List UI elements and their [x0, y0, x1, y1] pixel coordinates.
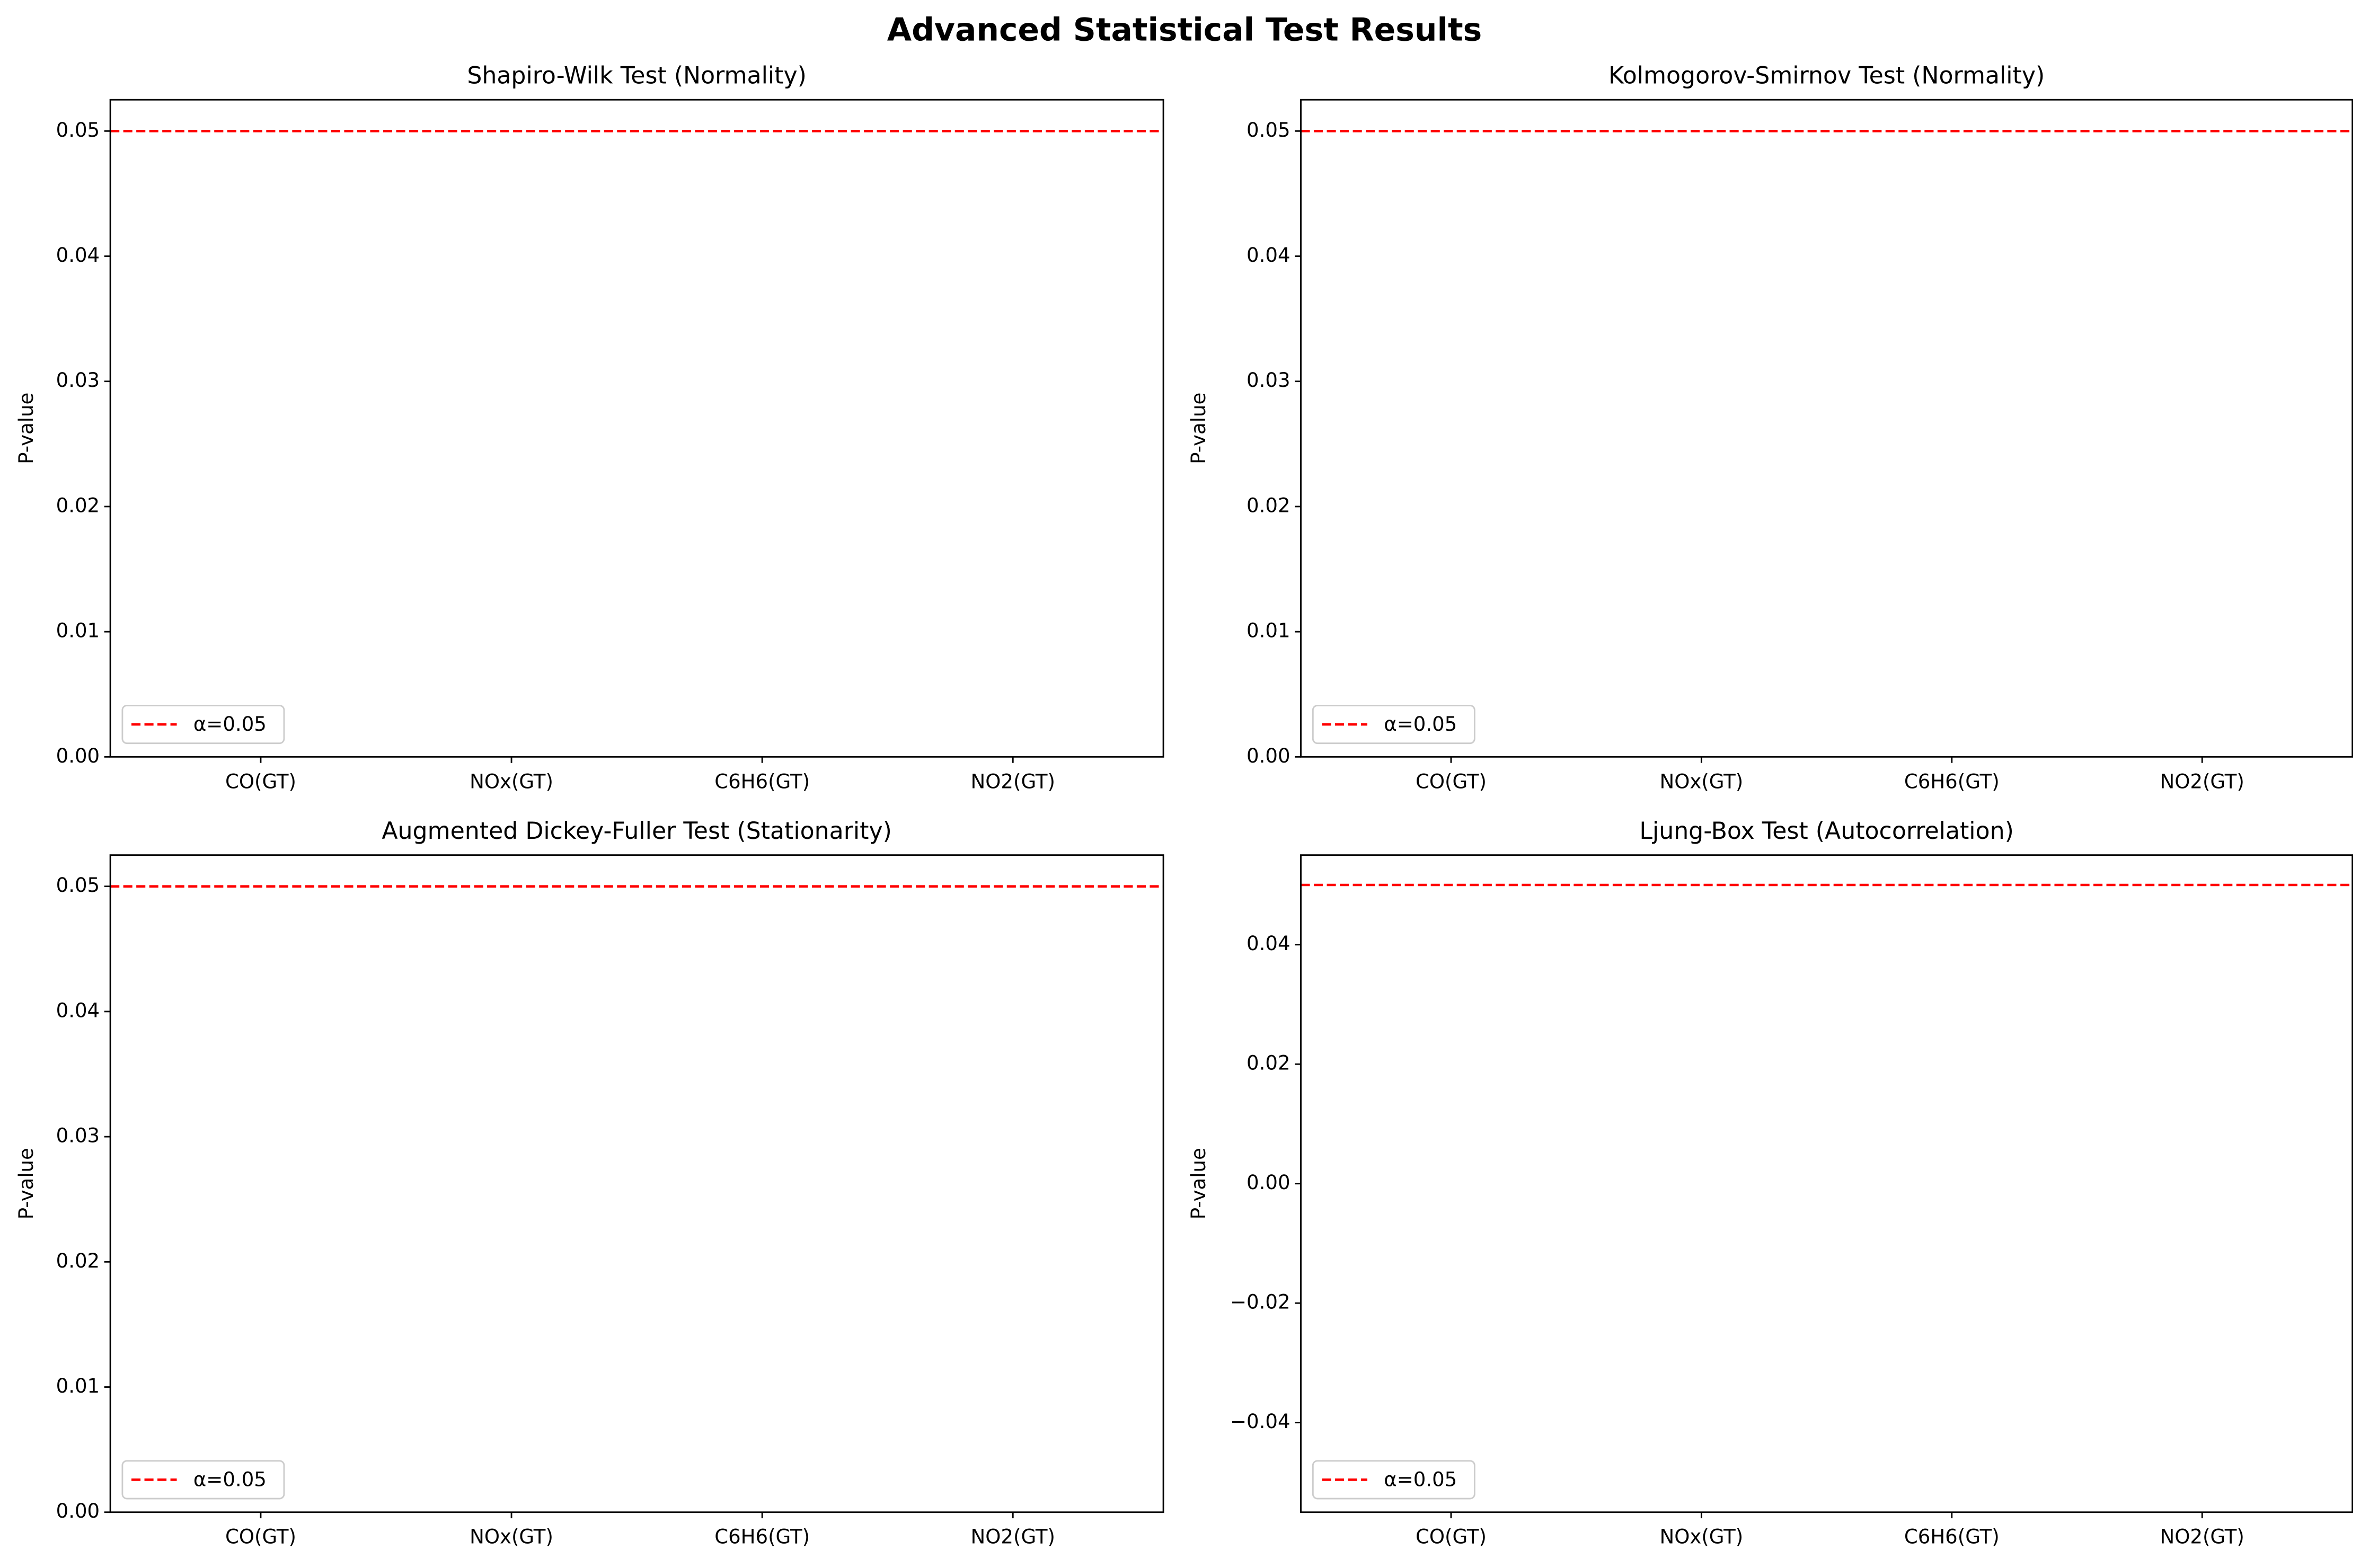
y-tick-label: 0.00	[56, 1500, 100, 1522]
subplot: CO(GT) NOx(GT) C6H6(GT) NO2(GT) −0.04 −0.02 0.…	[1187, 818, 2354, 1548]
axes-frame	[109, 99, 1164, 758]
y-tick-label: −0.02	[1230, 1291, 1290, 1314]
y-axis-label: P-value	[1187, 393, 1210, 464]
x-tick-label: NO2(GT)	[971, 770, 1055, 793]
legend-label: α=0.05	[1384, 1468, 1457, 1491]
x-tick-label: C6H6(GT)	[1904, 1526, 2000, 1548]
figure-title: Advanced Statistical Test Results	[887, 12, 1482, 49]
y-tick-label: −0.04	[1230, 1410, 1290, 1433]
x-tick-label: C6H6(GT)	[1904, 770, 2000, 793]
legend-box	[121, 1460, 285, 1500]
y-axis-label: P-value	[1187, 1148, 1210, 1219]
y-tick-label: 0.03	[1247, 369, 1290, 392]
legend-box	[1312, 1460, 1475, 1500]
y-tick-label: 0.02	[1247, 1052, 1290, 1075]
y-tick-label: 0.02	[56, 1250, 100, 1272]
y-tick-label: 0.03	[56, 1124, 100, 1147]
x-tick-label: CO(GT)	[1416, 1526, 1487, 1548]
x-tick-label: NOx(GT)	[1660, 770, 1744, 793]
subplot: CO(GT) NOx(GT) C6H6(GT) NO2(GT) 0.00 0.01 0.02…	[1187, 62, 2354, 793]
x-tick-label: CO(GT)	[225, 1526, 296, 1548]
y-tick-label: 0.04	[1247, 932, 1290, 955]
y-tick-label: 0.01	[1247, 619, 1290, 642]
x-tick-label: NO2(GT)	[2160, 770, 2244, 793]
x-tick-label: NOx(GT)	[1660, 1526, 1744, 1548]
axes-frame	[1300, 854, 2354, 1513]
y-axis-label: P-value	[15, 1148, 38, 1219]
y-tick-label: 0.05	[56, 119, 100, 141]
x-tick-label: C6H6(GT)	[714, 1526, 810, 1548]
y-axis-label: P-value	[15, 393, 38, 464]
y-tick-label: 0.00	[1247, 745, 1290, 767]
x-tick-label: NOx(GT)	[470, 770, 553, 793]
legend-label: α=0.05	[193, 1468, 267, 1491]
axes-frame	[109, 854, 1164, 1513]
subplot-title: Ljung-Box Test (Autocorrelation)	[1639, 818, 2014, 845]
x-tick-label: NOx(GT)	[470, 1526, 553, 1548]
y-tick-label: 0.01	[56, 619, 100, 642]
y-tick-label: 0.00	[1247, 1171, 1290, 1194]
y-tick-label: 0.01	[56, 1375, 100, 1397]
y-tick-label: 0.05	[56, 874, 100, 897]
legend-label: α=0.05	[1384, 713, 1457, 736]
y-tick-label: 0.04	[56, 999, 100, 1022]
legend-box	[121, 704, 285, 745]
y-tick-label: 0.05	[1247, 119, 1290, 141]
x-tick-label: CO(GT)	[225, 770, 296, 793]
x-tick-label: NO2(GT)	[2160, 1526, 2244, 1548]
legend-label: α=0.05	[193, 713, 267, 736]
y-tick-label: 0.02	[1247, 494, 1290, 517]
x-tick-label: NO2(GT)	[971, 1526, 1055, 1548]
axes-frame	[1300, 99, 2354, 758]
x-tick-label: CO(GT)	[1416, 770, 1487, 793]
y-tick-label: 0.03	[56, 369, 100, 392]
x-tick-label: C6H6(GT)	[714, 770, 810, 793]
subplot-title: Kolmogorov-Smirnov Test (Normality)	[1608, 62, 2045, 89]
y-tick-label: 0.00	[56, 745, 100, 767]
subplot-title: Shapiro-Wilk Test (Normality)	[467, 62, 807, 89]
y-tick-label: 0.02	[56, 494, 100, 517]
y-tick-label: 0.04	[56, 244, 100, 267]
subplot: CO(GT) NOx(GT) C6H6(GT) NO2(GT) 0.00 0.01 0.02…	[15, 818, 1164, 1548]
legend-box	[1312, 704, 1475, 745]
subplot-title: Augmented Dickey-Fuller Test (Stationari…	[382, 818, 891, 845]
y-tick-label: 0.04	[1247, 244, 1290, 267]
subplot: CO(GT) NOx(GT) C6H6(GT) NO2(GT) 0.00 0.01 0.02…	[15, 62, 1164, 793]
